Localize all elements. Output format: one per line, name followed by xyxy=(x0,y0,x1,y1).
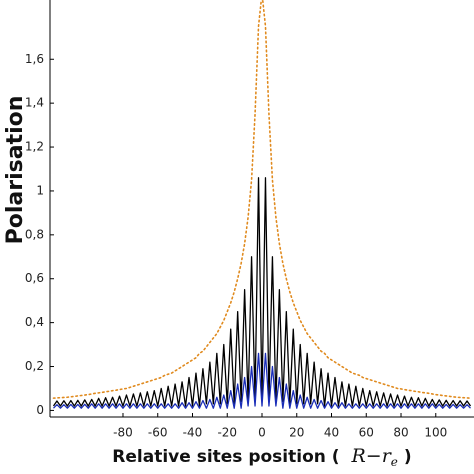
y-tick-label: 1,4 xyxy=(25,96,44,110)
y-tick-label: 1,6 xyxy=(25,52,44,66)
y-tick-label: 0 xyxy=(36,403,44,417)
x-label-text: Relative sites position ( xyxy=(112,447,339,467)
x-tick-label: 80 xyxy=(393,426,408,440)
x-tick-label: 100 xyxy=(424,426,447,440)
series-line xyxy=(52,177,472,407)
series-line xyxy=(53,352,471,409)
x-tick-label: 20 xyxy=(289,426,304,440)
series-line xyxy=(52,0,472,399)
y-tick-label: 0,6 xyxy=(25,271,44,285)
x-tick-label: -20 xyxy=(217,426,237,440)
y-tick-label: 0,4 xyxy=(25,315,44,329)
plot-area xyxy=(52,0,472,409)
x-label-math: R−r xyxy=(350,445,392,467)
x-tick-label: -60 xyxy=(148,426,168,440)
y-tick-label: 0,8 xyxy=(25,227,44,241)
x-label-subscript: e xyxy=(391,455,398,469)
y-tick-label: 1 xyxy=(36,183,44,197)
x-label-close: ) xyxy=(404,447,412,467)
y-axis-label: Polarisation xyxy=(3,96,28,245)
x-tick-label: -40 xyxy=(183,426,203,440)
x-tick-label: 60 xyxy=(359,426,374,440)
x-tick-label: 0 xyxy=(258,426,266,440)
y-tick-label: 1,2 xyxy=(25,140,44,154)
x-tick-label: 40 xyxy=(324,426,339,440)
x-axis-label: Relative sites position ( R−re) xyxy=(112,445,411,469)
x-tick-label: -80 xyxy=(113,426,133,440)
y-tick-label: 0,2 xyxy=(25,359,44,373)
